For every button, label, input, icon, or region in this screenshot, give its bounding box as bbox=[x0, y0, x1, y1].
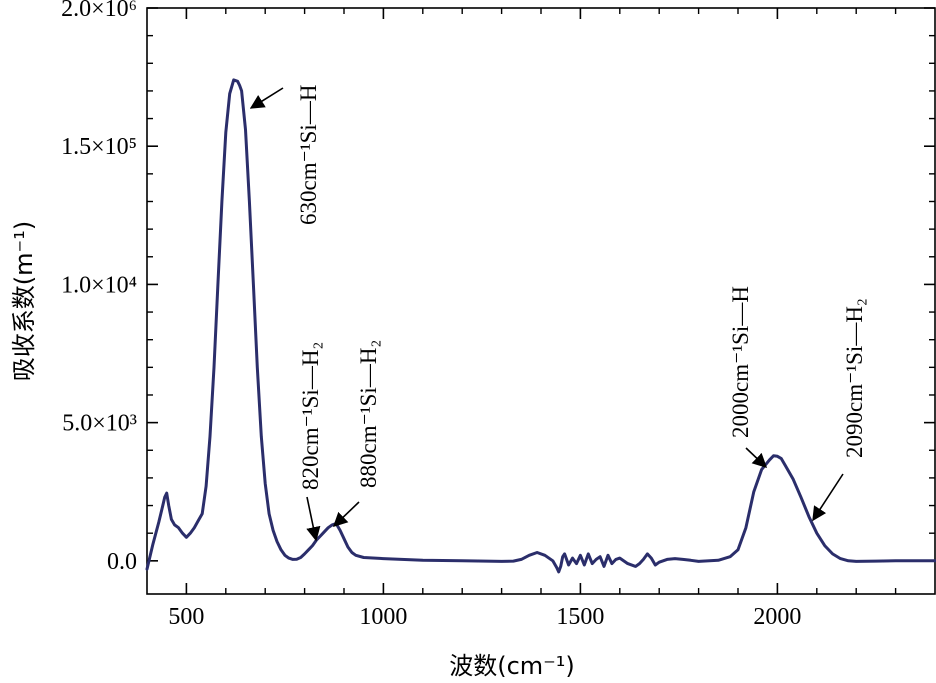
y-tick-label: 1.5×10⁵ bbox=[61, 134, 137, 160]
arrow-880 bbox=[332, 501, 360, 527]
annotation-arrows bbox=[249, 87, 844, 542]
arrow-2000 bbox=[745, 447, 768, 468]
annotation-820: 820cm⁻¹Si—H₂ bbox=[298, 342, 323, 490]
arrow-2090 bbox=[812, 473, 844, 522]
y-tick-label: 5.0×10³ bbox=[62, 411, 137, 437]
x-tick-label: 1500 bbox=[556, 604, 604, 630]
x-tick-label: 1000 bbox=[359, 604, 407, 630]
arrow-630 bbox=[249, 87, 284, 109]
y-tick-label: 1.0×10⁴ bbox=[61, 272, 137, 298]
y-tick-label: 2.0×10⁶ bbox=[61, 0, 137, 22]
tick-marks bbox=[147, 7, 935, 594]
series-line bbox=[145, 78, 936, 574]
x-tick-label: 2000 bbox=[753, 604, 801, 630]
x-axis-title: 波数(cm⁻¹) bbox=[449, 652, 575, 680]
annotation-880: 880cm⁻¹Si—H₂ bbox=[356, 340, 381, 488]
y-axis-title: 吸收系数(m⁻¹) bbox=[10, 221, 38, 381]
y-tick-label: 0.0 bbox=[107, 549, 137, 575]
annotation-2090: 2090cm⁻¹Si—H₂ bbox=[842, 298, 867, 458]
plot-frame bbox=[146, 7, 936, 595]
annotation-630: 630cm⁻¹Si—H bbox=[296, 85, 321, 225]
arrow-820 bbox=[306, 496, 321, 542]
annotation-2000: 2000cm⁻¹Si—H bbox=[728, 286, 753, 438]
tick-labels: 500 1000 1500 2000 0.0 5.0×10³ 1.0×10⁴ 1.5×10⁵ 2… bbox=[61, 0, 801, 630]
x-tick-label: 500 bbox=[168, 604, 204, 630]
